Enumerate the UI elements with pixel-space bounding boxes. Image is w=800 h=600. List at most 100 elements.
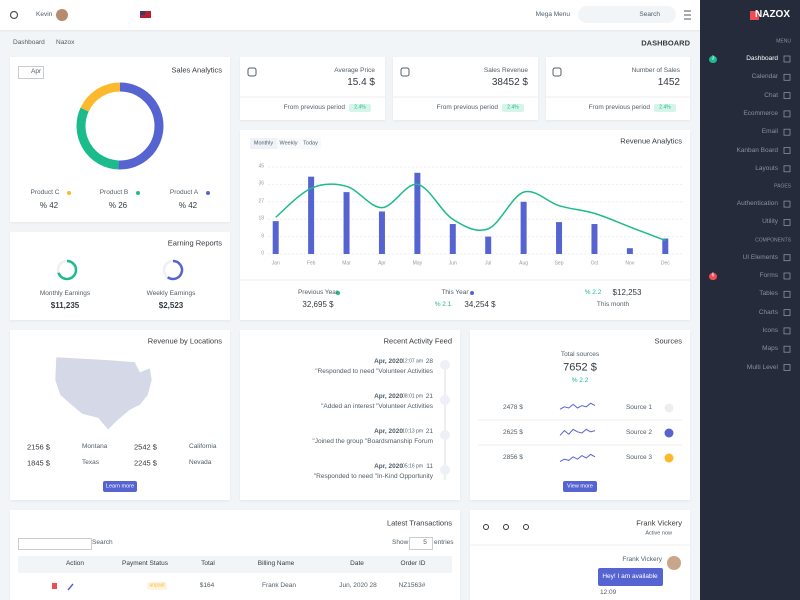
legend-value: % 42: [39, 201, 59, 210]
card-title: Earning Reports: [167, 238, 222, 248]
y-tick-label: 18: [258, 215, 264, 222]
menu-item[interactable]: Kanban Board: [736, 146, 778, 154]
activity-text: "Added an interest "Volunteer Activities: [321, 402, 433, 410]
activity-time: 05:16 pm: [402, 463, 423, 470]
activity-text: "Joined the group "Boardsmanship Forum: [312, 437, 433, 445]
view-more-button[interactable]: View more: [567, 482, 593, 489]
menu-item[interactable]: Tables: [759, 290, 778, 298]
menu-item[interactable]: Multi Level: [746, 363, 778, 371]
menu-item[interactable]: Charts: [758, 308, 778, 316]
location-amount: 1845 $: [27, 458, 50, 468]
stat-label: Average Price: [334, 66, 375, 74]
location-state: Nevada: [189, 458, 212, 466]
tab[interactable]: Today: [303, 140, 318, 147]
source-name: Source 2: [625, 428, 652, 436]
table-cell: Frank Dean: [262, 581, 296, 589]
chat-sender: Frank Vickery: [622, 555, 662, 563]
stat-value: 38452 $: [491, 77, 528, 88]
card: [470, 330, 690, 500]
legend-value: % 42: [178, 201, 198, 210]
menu-item[interactable]: Email: [761, 127, 778, 135]
badge-text: 3: [711, 55, 715, 62]
total-change: % 2.2: [571, 376, 589, 384]
tab[interactable]: Monthly: [253, 140, 274, 147]
tab: [277, 138, 300, 149]
show-label: Show: [392, 538, 409, 546]
card: [10, 330, 230, 500]
menu-item[interactable]: Utility: [762, 218, 778, 226]
card-title: Revenue Analytics: [620, 136, 682, 146]
page-size[interactable]: 5: [423, 538, 427, 546]
y-tick-label: 9: [261, 233, 264, 240]
activity-day: 28: [425, 357, 433, 365]
tab: [300, 138, 321, 149]
x-tick-label: Apr: [378, 260, 386, 267]
x-tick-label: May: [412, 260, 423, 267]
x-tick-label: Oct: [590, 260, 599, 267]
legend-label: Product C: [30, 188, 60, 196]
stat-label: Number of Sales: [631, 66, 680, 74]
breadcrumb[interactable]: Dashboard: [13, 38, 45, 46]
card-title: Latest Transactions: [386, 518, 452, 528]
activity-day: 11: [426, 462, 433, 470]
menu-item[interactable]: Calendar: [751, 73, 778, 81]
source-name: Source 3: [625, 453, 652, 461]
x-tick-label: Sep: [554, 260, 564, 267]
summary-change: % 2.2: [584, 288, 602, 296]
user-name[interactable]: Kevin: [36, 10, 53, 18]
menu-item[interactable]: Chat: [764, 91, 778, 99]
activity-time: 08:01 pm: [402, 393, 423, 400]
search-input[interactable]: Search: [639, 10, 660, 18]
earning-label: Monthly Earnings: [39, 289, 91, 297]
learn-more-button[interactable]: Learn more: [105, 482, 135, 489]
tab[interactable]: Weekly: [279, 140, 298, 147]
period-select[interactable]: Apr: [31, 67, 42, 75]
card-title: Revenue by Locations: [147, 336, 222, 346]
stat-value: 15.4 $: [347, 77, 375, 88]
legend-label: Previous Year: [297, 288, 339, 296]
menu-item[interactable]: Icons: [762, 326, 778, 334]
activity-time: 10:13 pm: [402, 428, 423, 435]
table-cell: Jun, 2020 28: [339, 581, 377, 589]
menu-heading: COMPONENTS: [755, 237, 791, 244]
menu-item[interactable]: Maps: [762, 344, 778, 352]
menu-item[interactable]: Dashboard: [746, 54, 778, 62]
activity-day: 21: [425, 392, 433, 400]
menu-item[interactable]: Forms: [759, 271, 778, 279]
table-header: Date: [350, 559, 364, 567]
change-badge: [349, 104, 371, 112]
tab: [250, 138, 277, 149]
source-amount: 2856 $: [503, 453, 523, 461]
badge: [709, 55, 717, 63]
brand: NAZOX: [755, 9, 790, 20]
location-amount: 2245 $: [134, 458, 157, 468]
card-title: Sources: [654, 336, 682, 346]
activity-day: 21: [425, 427, 433, 435]
menu-item[interactable]: Authentication: [736, 199, 778, 207]
total-value: 7652 $: [563, 361, 597, 374]
card: [10, 232, 230, 320]
table-header: Payment Status: [122, 559, 168, 567]
stat-note: From previous period: [588, 103, 650, 111]
menu-item[interactable]: UI Elements: [742, 253, 778, 261]
chat-bubble: [598, 568, 663, 586]
stat-change: 2.4%: [659, 104, 671, 111]
y-tick-label: 27: [258, 198, 264, 205]
activity-text: "Responded to need "Volunteer Activities: [315, 367, 433, 375]
menu-heading: PAGES: [774, 183, 791, 190]
entries-label: entries: [434, 538, 454, 546]
activity-time: 12:07 am: [402, 358, 423, 365]
menu-item[interactable]: Layouts: [755, 164, 778, 172]
stat-value: 1452: [657, 77, 680, 88]
location-state: California: [189, 442, 217, 450]
menu-item[interactable]: Ecommerce: [743, 109, 778, 117]
chat-time: 12:09: [600, 588, 617, 596]
y-tick-label: 45: [258, 163, 264, 170]
y-tick-label: 36: [258, 180, 264, 187]
x-tick-label: Aug: [519, 260, 529, 267]
status-badge: [147, 582, 167, 590]
source-name: Source 1: [625, 403, 652, 411]
source-amount: 2478 $: [503, 403, 523, 411]
x-tick-label: Jan: [271, 260, 280, 267]
mega-menu[interactable]: Mega Menu: [535, 10, 570, 18]
